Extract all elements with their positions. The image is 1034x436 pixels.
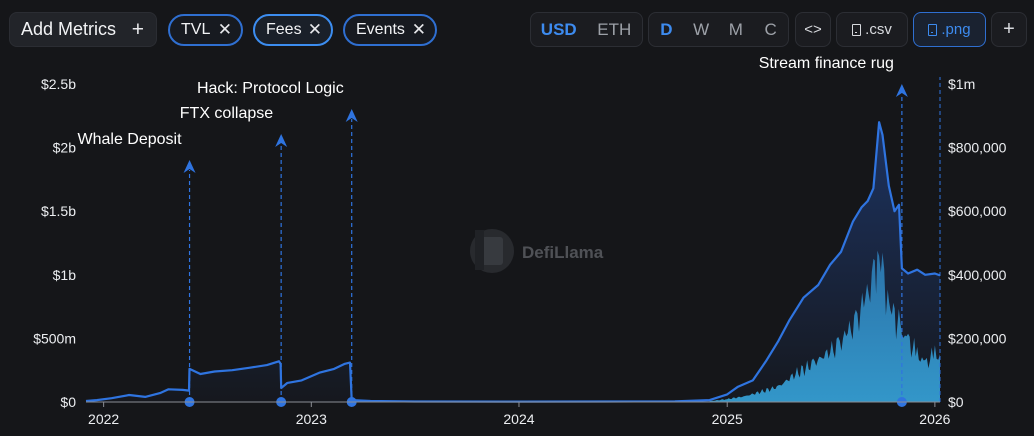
y-right-tick-label: $400,000 [948, 267, 1007, 283]
tvl-area [86, 122, 940, 402]
event-arrow-icon [275, 134, 288, 147]
period-option-weekly[interactable]: W [693, 19, 710, 39]
metric-chip-events[interactable]: Events ✕ [343, 14, 437, 46]
event-label: Whale Deposit [78, 131, 183, 148]
metric-chip-fees[interactable]: Fees ✕ [253, 14, 333, 46]
y-left-tick-label: $500m [33, 330, 76, 346]
watermark: DefiLlama [470, 229, 604, 273]
event-arrow-icon [895, 84, 908, 97]
currency-toggle: USD ETH [530, 12, 643, 47]
y-right-tick-label: $0 [948, 394, 964, 410]
y-right-tick-label: $1m [948, 76, 975, 92]
y-left-tick-label: $0 [60, 394, 76, 410]
metric-chip-label: Events [356, 21, 405, 38]
download-csv-button[interactable]: .csv [836, 12, 908, 47]
file-download-icon [928, 23, 938, 36]
event-label: FTX collapse [180, 105, 273, 122]
add-metrics-label: Add Metrics [21, 19, 117, 39]
y-left-tick-label: $2.5b [41, 76, 76, 92]
currency-option-eth[interactable]: ETH [597, 19, 632, 39]
x-tick-label: 2024 [503, 411, 534, 427]
close-icon[interactable]: ✕ [217, 20, 232, 39]
plus-icon: + [131, 18, 144, 41]
y-right-tick-label: $800,000 [948, 140, 1007, 156]
close-icon[interactable]: ✕ [307, 20, 322, 39]
x-tick-label: 2022 [88, 411, 119, 427]
download-csv-label: .csv [865, 21, 892, 38]
add-metrics-button[interactable]: Add Metrics + [9, 12, 157, 47]
metric-chip-label: TVL [181, 21, 211, 38]
metric-chip-label: Fees [266, 21, 302, 38]
tvl-series [85, 121, 941, 403]
x-tick-label: 2026 [919, 411, 950, 427]
watermark-text: DefiLlama [522, 243, 604, 262]
period-toggle: D W M C [648, 12, 789, 47]
y-left-tick-label: $1b [53, 267, 77, 283]
more-options-button[interactable]: + [991, 12, 1027, 47]
period-option-cumulative[interactable]: C [764, 19, 777, 39]
period-option-daily[interactable]: D [660, 19, 673, 39]
download-png-label: .png [941, 21, 971, 38]
period-option-monthly[interactable]: M [728, 19, 743, 39]
metric-chip-tvl[interactable]: TVL ✕ [168, 14, 243, 46]
event-markers: Whale Deposit FTX collapse Hack: Protocol … [78, 55, 941, 407]
embed-button[interactable]: <> [795, 12, 831, 47]
x-tick-label: 2025 [712, 411, 743, 427]
close-icon[interactable]: ✕ [411, 20, 426, 39]
y-left-tick-label: $1.5b [41, 203, 76, 219]
event-arrow-icon [183, 160, 196, 173]
chart-toolbar: Add Metrics + TVL ✕ Fees ✕ Events ✕ USD … [0, 0, 1034, 60]
code-icon: <> [804, 21, 822, 38]
y-left-tick-label: $2b [53, 140, 77, 156]
y-right-tick-label: $600,000 [948, 203, 1007, 219]
event-arrow-icon [345, 109, 358, 122]
chart-axes: $0 $500m $1b $1.5b $2b $2.5b $0 $200,000 $400,00… [33, 76, 1006, 427]
chart-area: DefiLlama Whale Deposit FTX collapse Hack:… [0, 55, 1034, 436]
event-label: Stream finance rug [759, 55, 894, 72]
currency-option-usd[interactable]: USD [540, 19, 577, 39]
tvl-fees-chart: DefiLlama Whale Deposit FTX collapse Hack:… [33, 55, 1006, 427]
x-tick-label: 2023 [296, 411, 327, 427]
download-png-button[interactable]: .png [913, 12, 986, 47]
y-right-tick-label: $200,000 [948, 330, 1007, 346]
file-download-icon [852, 23, 862, 36]
event-label: Hack: Protocol Logic [197, 80, 344, 97]
plus-icon: + [1003, 18, 1015, 40]
